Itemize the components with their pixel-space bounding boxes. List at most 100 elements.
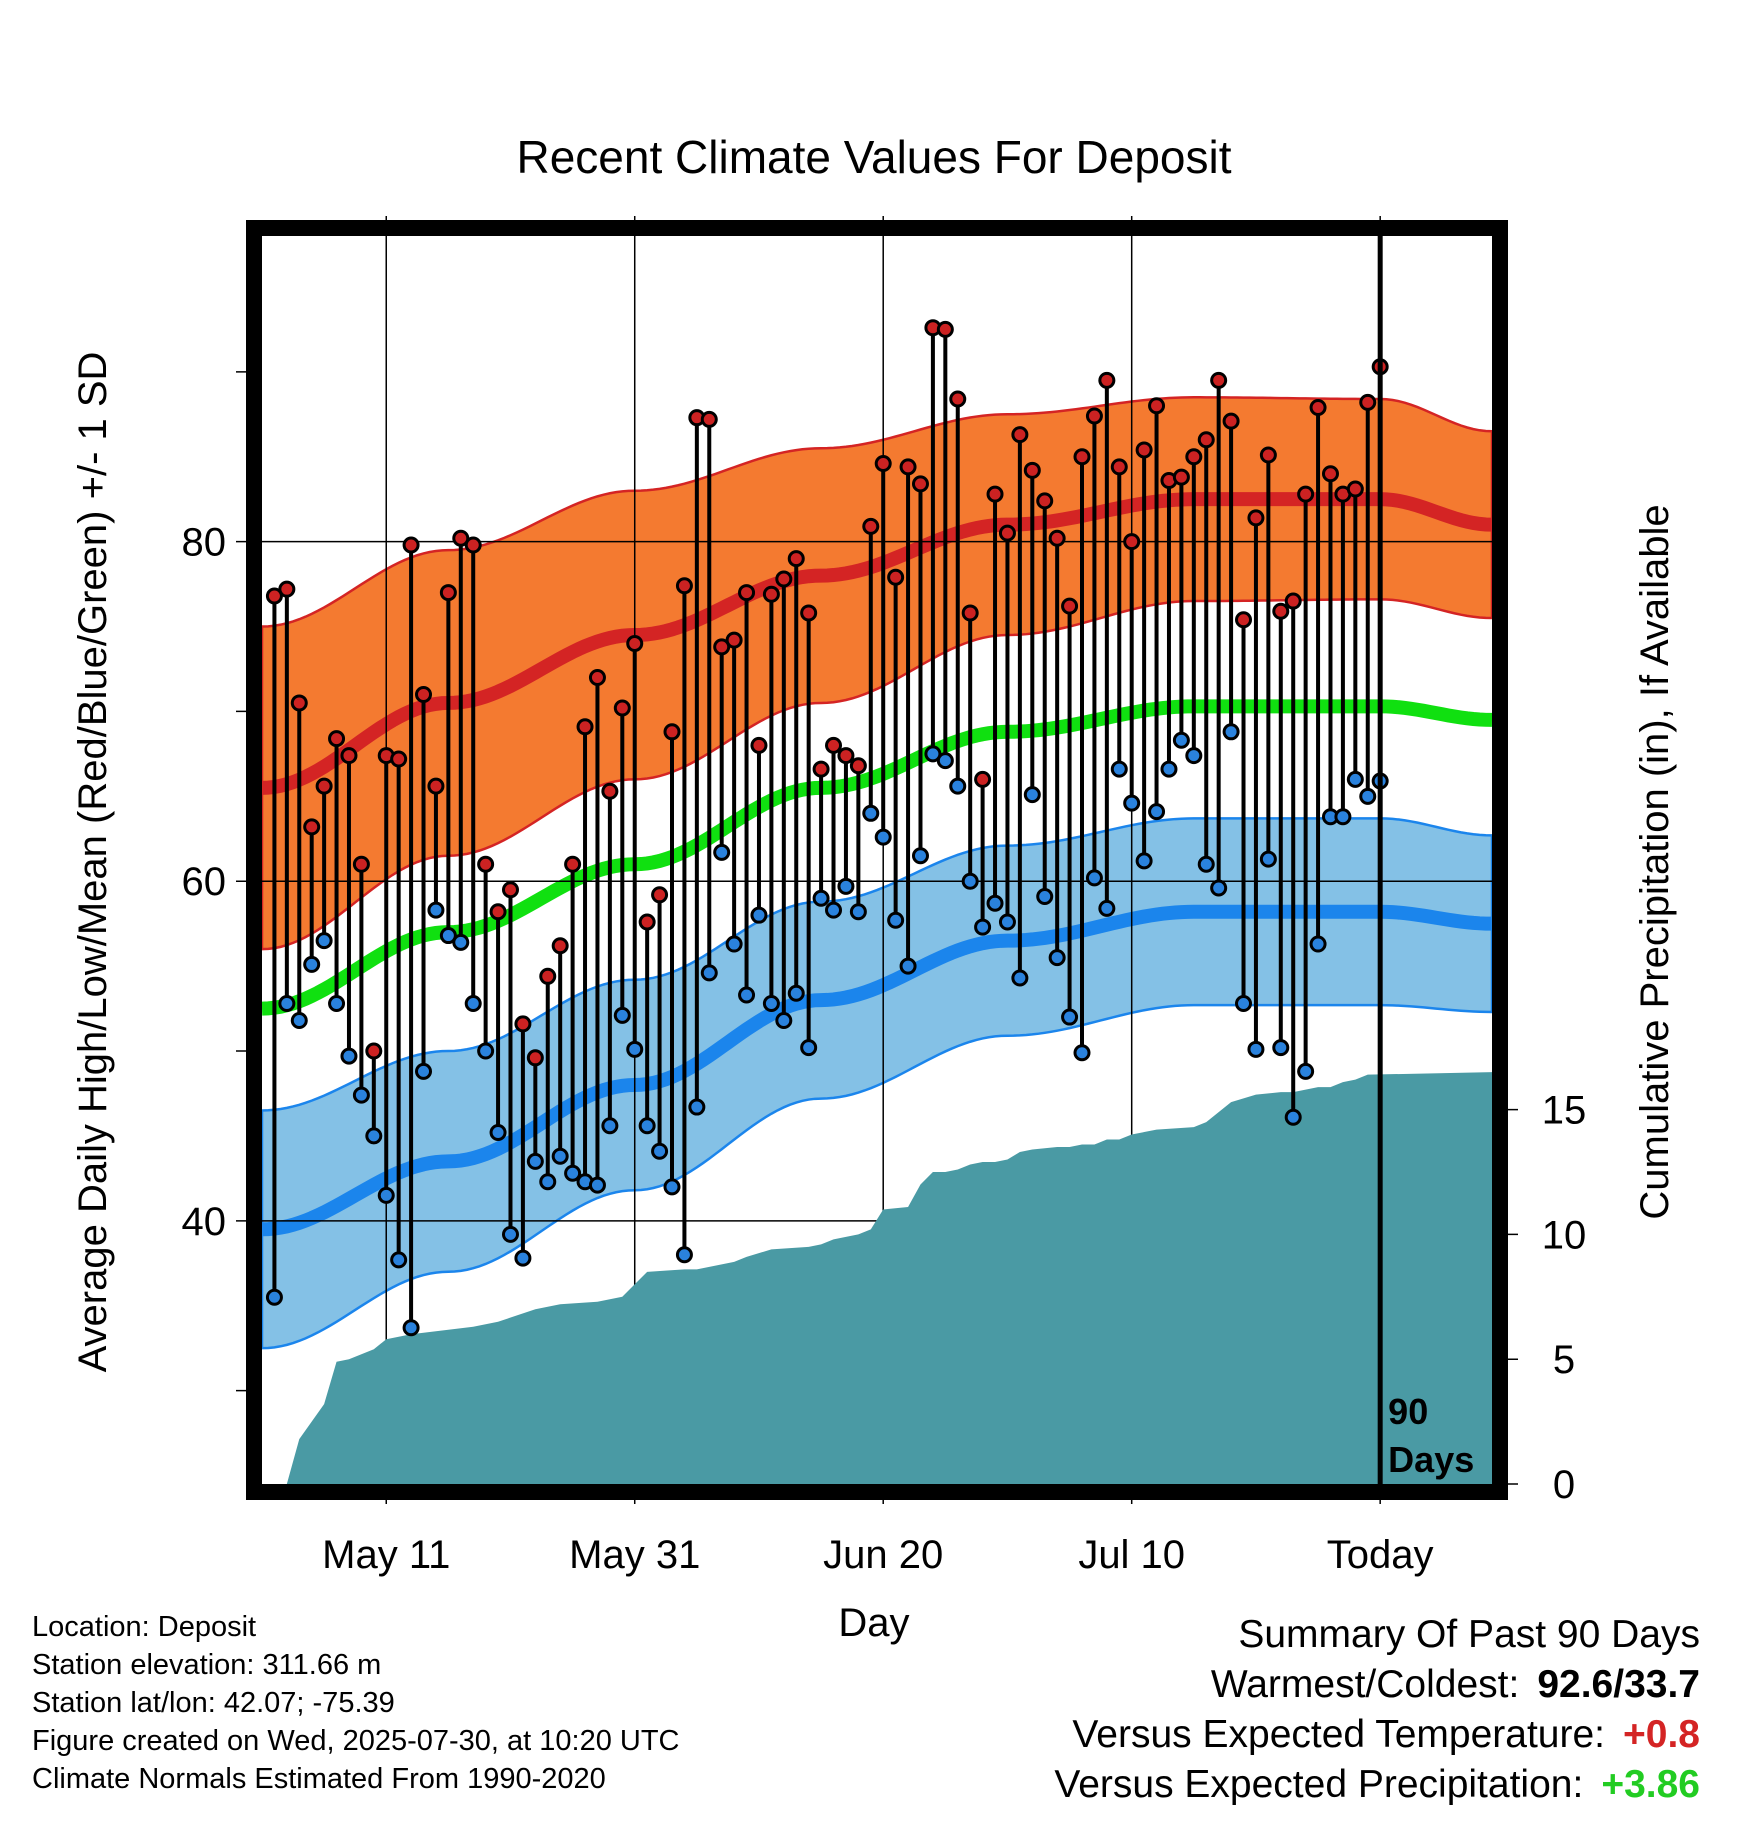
temp-label: Versus Expected Temperature: bbox=[1072, 1713, 1605, 1756]
daily-high-point bbox=[998, 524, 1016, 542]
daily-high-point bbox=[1272, 602, 1290, 620]
daily-high-point bbox=[986, 485, 1004, 503]
daily-low-point bbox=[1334, 808, 1352, 826]
daily-high-point bbox=[787, 550, 805, 568]
daily-high-point bbox=[800, 604, 818, 622]
daily-low-point bbox=[1309, 935, 1327, 953]
daily-low-point bbox=[1135, 852, 1153, 870]
daily-high-point bbox=[1048, 529, 1066, 547]
y2-axis-label: Cumulative Precipitation (in), If Availa… bbox=[1633, 504, 1677, 1219]
daily-low-point bbox=[1048, 949, 1066, 967]
daily-low-point bbox=[464, 994, 482, 1012]
daily-low-point bbox=[1011, 969, 1029, 987]
daily-high-point bbox=[1185, 448, 1203, 466]
daily-low-point bbox=[1197, 855, 1215, 873]
daily-high-point bbox=[1247, 509, 1265, 527]
daily-high-point bbox=[427, 777, 445, 795]
daily-high-point bbox=[464, 536, 482, 554]
daily-low-point bbox=[514, 1249, 532, 1267]
y2-tick-label: 5 bbox=[1553, 1338, 1575, 1382]
daily-low-point bbox=[328, 994, 346, 1012]
x-tick-label: Today bbox=[1327, 1533, 1434, 1577]
y-axis-label: Average Daily High/Low/Mean (Red/Blue/Gr… bbox=[71, 352, 115, 1373]
daily-high-point bbox=[675, 577, 693, 595]
daily-low-point bbox=[1210, 879, 1228, 897]
daily-high-point bbox=[936, 320, 954, 338]
daily-high-point bbox=[1197, 431, 1215, 449]
daily-high-point bbox=[638, 913, 656, 931]
daily-low-point bbox=[1247, 1040, 1265, 1058]
daily-low-point bbox=[812, 889, 830, 907]
daily-high-point bbox=[265, 587, 283, 605]
daily-high-point bbox=[1297, 485, 1315, 503]
y2-tick-label: 0 bbox=[1553, 1463, 1575, 1507]
daily-low-point bbox=[787, 984, 805, 1002]
summary-heading: Summary Of Past 90 Days bbox=[1238, 1613, 1700, 1656]
daily-high-point bbox=[849, 757, 867, 775]
daily-high-point bbox=[825, 736, 843, 754]
location-text: Location: Deposit bbox=[32, 1611, 257, 1643]
plot-frame: 90 Days bbox=[246, 220, 1508, 1500]
daily-low-point bbox=[1346, 770, 1364, 788]
daily-high-point bbox=[911, 475, 929, 493]
precip-area bbox=[286, 1072, 1492, 1484]
daily-high-point bbox=[663, 723, 681, 741]
daily-high-point bbox=[651, 886, 669, 904]
daily-low-point bbox=[352, 1086, 370, 1104]
daily-low-point bbox=[998, 913, 1016, 931]
daily-high-point bbox=[1011, 426, 1029, 444]
daily-high-point bbox=[501, 881, 519, 899]
normals-bands bbox=[262, 396, 1492, 1350]
x-tick-label: May 31 bbox=[569, 1533, 700, 1577]
daily-high-point bbox=[290, 694, 308, 712]
daily-high-point bbox=[1110, 458, 1128, 476]
daily-high-point bbox=[1148, 397, 1166, 415]
daily-high-point bbox=[514, 1015, 532, 1033]
warmest-value: 92.6/33.7 bbox=[1537, 1663, 1700, 1706]
daily-temperature-series bbox=[265, 319, 1389, 1337]
today-marker-label-2: Days bbox=[1388, 1439, 1474, 1480]
daily-low-point bbox=[415, 1062, 433, 1080]
daily-low-point bbox=[489, 1124, 507, 1142]
daily-low-point bbox=[402, 1319, 420, 1337]
precip-value: +3.86 bbox=[1601, 1763, 1700, 1806]
daily-low-point bbox=[725, 935, 743, 953]
plot-border bbox=[246, 220, 1508, 1500]
daily-low-point bbox=[899, 957, 917, 975]
daily-low-point bbox=[1036, 888, 1054, 906]
daily-high-point bbox=[613, 699, 631, 717]
daily-low-point bbox=[700, 964, 718, 982]
normals-text: Climate Normals Estimated From 1990-2020 bbox=[32, 1763, 606, 1795]
daily-high-point bbox=[862, 517, 880, 535]
daily-low-point bbox=[1148, 803, 1166, 821]
daily-low-point bbox=[887, 911, 905, 929]
daily-low-point bbox=[986, 894, 1004, 912]
y2-tick-label: 10 bbox=[1542, 1213, 1587, 1257]
daily-high-point bbox=[539, 967, 557, 985]
daily-high-point bbox=[725, 631, 743, 649]
daily-low-point bbox=[837, 877, 855, 895]
daily-low-point bbox=[626, 1040, 644, 1058]
daily-low-point bbox=[477, 1042, 495, 1060]
daily-high-point bbox=[601, 782, 619, 800]
daily-low-point bbox=[849, 903, 867, 921]
daily-low-point bbox=[1272, 1039, 1290, 1057]
daily-low-point bbox=[675, 1246, 693, 1264]
daily-low-point bbox=[949, 777, 967, 795]
created-text: Figure created on Wed, 2025-07-30, at 10… bbox=[32, 1725, 680, 1757]
daily-low-point bbox=[862, 804, 880, 822]
daily-high-point bbox=[949, 390, 967, 408]
daily-high-point bbox=[713, 638, 731, 656]
daily-high-point bbox=[1359, 393, 1377, 411]
y-tick-label: 80 bbox=[182, 521, 227, 565]
daily-low-point bbox=[1235, 994, 1253, 1012]
daily-low-point bbox=[290, 1011, 308, 1029]
daily-high-point bbox=[1123, 533, 1141, 551]
elevation-text: Station elevation: 311.66 m bbox=[32, 1649, 382, 1681]
daily-low-point bbox=[340, 1047, 358, 1065]
daily-high-point bbox=[899, 458, 917, 476]
daily-low-point bbox=[1123, 794, 1141, 812]
summary-precip-row: Versus Expected Precipitation: +3.86 bbox=[1054, 1760, 1700, 1810]
daily-high-point bbox=[390, 750, 408, 768]
daily-high-point bbox=[738, 584, 756, 602]
